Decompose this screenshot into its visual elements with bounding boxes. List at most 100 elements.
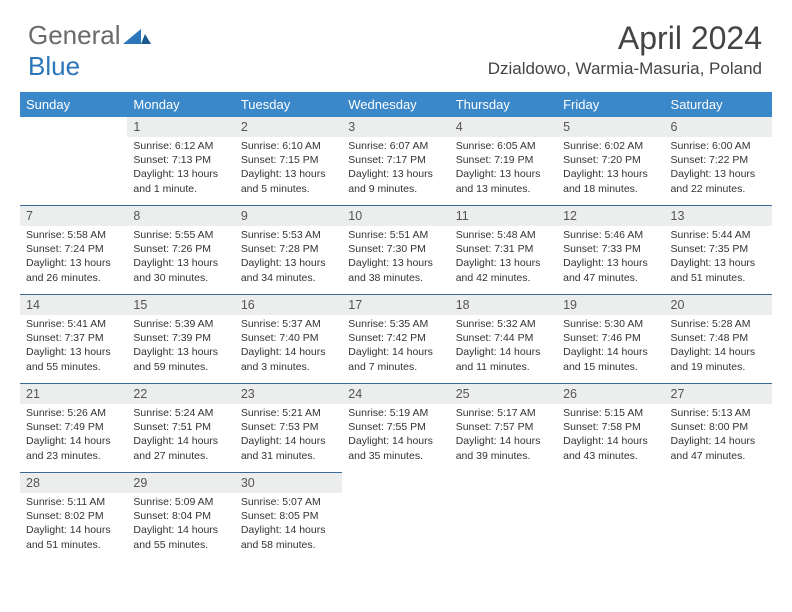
daylight-line2: and 58 minutes. (241, 538, 336, 552)
day-details: Sunrise: 5:41 AMSunset: 7:37 PMDaylight:… (20, 315, 127, 378)
calendar-table: Sunday Monday Tuesday Wednesday Thursday… (20, 92, 772, 561)
day-number: 19 (557, 295, 664, 315)
daylight-line2: and 26 minutes. (26, 271, 121, 285)
daylight-line1: Daylight: 14 hours (671, 434, 766, 448)
calendar-day-cell: 11Sunrise: 5:48 AMSunset: 7:31 PMDayligh… (450, 206, 557, 295)
day-details: Sunrise: 6:07 AMSunset: 7:17 PMDaylight:… (342, 137, 449, 200)
sunrise-text: Sunrise: 6:10 AM (241, 139, 336, 153)
day-details: Sunrise: 5:39 AMSunset: 7:39 PMDaylight:… (127, 315, 234, 378)
sunrise-text: Sunrise: 5:19 AM (348, 406, 443, 420)
calendar-day-cell: 1Sunrise: 6:12 AMSunset: 7:13 PMDaylight… (127, 117, 234, 206)
day-number: 21 (20, 384, 127, 404)
day-number: 15 (127, 295, 234, 315)
calendar-day-cell: 4Sunrise: 6:05 AMSunset: 7:19 PMDaylight… (450, 117, 557, 206)
sunset-text: Sunset: 7:53 PM (241, 420, 336, 434)
day-number: 24 (342, 384, 449, 404)
day-number: 26 (557, 384, 664, 404)
sunrise-text: Sunrise: 6:07 AM (348, 139, 443, 153)
daylight-line1: Daylight: 14 hours (133, 523, 228, 537)
calendar-day-cell: 22Sunrise: 5:24 AMSunset: 7:51 PMDayligh… (127, 384, 234, 473)
day-details: Sunrise: 5:24 AMSunset: 7:51 PMDaylight:… (127, 404, 234, 467)
logo-blue: Blue (28, 51, 80, 81)
sunrise-text: Sunrise: 5:26 AM (26, 406, 121, 420)
daylight-line1: Daylight: 14 hours (241, 345, 336, 359)
daylight-line1: Daylight: 14 hours (348, 434, 443, 448)
sunrise-text: Sunrise: 5:09 AM (133, 495, 228, 509)
daylight-line1: Daylight: 14 hours (133, 434, 228, 448)
calendar-day-cell: 19Sunrise: 5:30 AMSunset: 7:46 PMDayligh… (557, 295, 664, 384)
sunrise-text: Sunrise: 5:37 AM (241, 317, 336, 331)
daylight-line1: Daylight: 14 hours (563, 345, 658, 359)
day-number: 12 (557, 206, 664, 226)
sunset-text: Sunset: 7:17 PM (348, 153, 443, 167)
calendar-week-row: 21Sunrise: 5:26 AMSunset: 7:49 PMDayligh… (20, 384, 772, 473)
daylight-line1: Daylight: 13 hours (241, 256, 336, 270)
day-details: Sunrise: 5:15 AMSunset: 7:58 PMDaylight:… (557, 404, 664, 467)
daylight-line1: Daylight: 13 hours (671, 256, 766, 270)
calendar-day-cell (450, 473, 557, 562)
daylight-line2: and 23 minutes. (26, 449, 121, 463)
sunset-text: Sunset: 7:42 PM (348, 331, 443, 345)
daylight-line1: Daylight: 14 hours (348, 345, 443, 359)
weekday-header: Wednesday (342, 92, 449, 117)
sunset-text: Sunset: 8:02 PM (26, 509, 121, 523)
sunset-text: Sunset: 7:37 PM (26, 331, 121, 345)
daylight-line2: and 11 minutes. (456, 360, 551, 374)
day-number: 14 (20, 295, 127, 315)
daylight-line2: and 55 minutes. (26, 360, 121, 374)
day-number: 17 (342, 295, 449, 315)
daylight-line2: and 35 minutes. (348, 449, 443, 463)
daylight-line1: Daylight: 14 hours (26, 523, 121, 537)
sunset-text: Sunset: 7:26 PM (133, 242, 228, 256)
daylight-line1: Daylight: 14 hours (456, 345, 551, 359)
title-block: April 2024 Dzialdowo, Warmia-Masuria, Po… (488, 20, 762, 79)
day-details: Sunrise: 5:07 AMSunset: 8:05 PMDaylight:… (235, 493, 342, 556)
daylight-line1: Daylight: 13 hours (241, 167, 336, 181)
sunrise-text: Sunrise: 5:58 AM (26, 228, 121, 242)
day-details: Sunrise: 6:02 AMSunset: 7:20 PMDaylight:… (557, 137, 664, 200)
day-details: Sunrise: 5:37 AMSunset: 7:40 PMDaylight:… (235, 315, 342, 378)
weekday-header-row: Sunday Monday Tuesday Wednesday Thursday… (20, 92, 772, 117)
calendar-day-cell: 16Sunrise: 5:37 AMSunset: 7:40 PMDayligh… (235, 295, 342, 384)
calendar-day-cell: 18Sunrise: 5:32 AMSunset: 7:44 PMDayligh… (450, 295, 557, 384)
daylight-line1: Daylight: 14 hours (241, 523, 336, 537)
weekday-header: Monday (127, 92, 234, 117)
daylight-line2: and 5 minutes. (241, 182, 336, 196)
calendar-day-cell: 29Sunrise: 5:09 AMSunset: 8:04 PMDayligh… (127, 473, 234, 562)
daylight-line2: and 30 minutes. (133, 271, 228, 285)
calendar-week-row: 28Sunrise: 5:11 AMSunset: 8:02 PMDayligh… (20, 473, 772, 562)
sunset-text: Sunset: 7:51 PM (133, 420, 228, 434)
sunset-text: Sunset: 7:30 PM (348, 242, 443, 256)
sunset-text: Sunset: 7:55 PM (348, 420, 443, 434)
daylight-line1: Daylight: 13 hours (563, 167, 658, 181)
sunrise-text: Sunrise: 5:24 AM (133, 406, 228, 420)
weekday-header: Friday (557, 92, 664, 117)
day-details: Sunrise: 5:11 AMSunset: 8:02 PMDaylight:… (20, 493, 127, 556)
calendar-day-cell: 30Sunrise: 5:07 AMSunset: 8:05 PMDayligh… (235, 473, 342, 562)
calendar-day-cell: 14Sunrise: 5:41 AMSunset: 7:37 PMDayligh… (20, 295, 127, 384)
day-number: 10 (342, 206, 449, 226)
calendar-day-cell: 2Sunrise: 6:10 AMSunset: 7:15 PMDaylight… (235, 117, 342, 206)
sunset-text: Sunset: 7:40 PM (241, 331, 336, 345)
daylight-line1: Daylight: 14 hours (456, 434, 551, 448)
sunrise-text: Sunrise: 5:07 AM (241, 495, 336, 509)
weekday-header: Sunday (20, 92, 127, 117)
sunset-text: Sunset: 7:13 PM (133, 153, 228, 167)
sunrise-text: Sunrise: 5:35 AM (348, 317, 443, 331)
day-number: 1 (127, 117, 234, 137)
day-details: Sunrise: 5:19 AMSunset: 7:55 PMDaylight:… (342, 404, 449, 467)
sunrise-text: Sunrise: 5:11 AM (26, 495, 121, 509)
sunrise-text: Sunrise: 5:32 AM (456, 317, 551, 331)
logo-text: General Blue (28, 20, 151, 82)
calendar-week-row: 7Sunrise: 5:58 AMSunset: 7:24 PMDaylight… (20, 206, 772, 295)
sunrise-text: Sunrise: 5:15 AM (563, 406, 658, 420)
day-details: Sunrise: 5:58 AMSunset: 7:24 PMDaylight:… (20, 226, 127, 289)
daylight-line2: and 51 minutes. (671, 271, 766, 285)
day-details: Sunrise: 6:10 AMSunset: 7:15 PMDaylight:… (235, 137, 342, 200)
sunset-text: Sunset: 8:05 PM (241, 509, 336, 523)
day-number: 6 (665, 117, 772, 137)
daylight-line1: Daylight: 13 hours (26, 345, 121, 359)
sunset-text: Sunset: 7:46 PM (563, 331, 658, 345)
sunset-text: Sunset: 7:24 PM (26, 242, 121, 256)
calendar-day-cell: 3Sunrise: 6:07 AMSunset: 7:17 PMDaylight… (342, 117, 449, 206)
